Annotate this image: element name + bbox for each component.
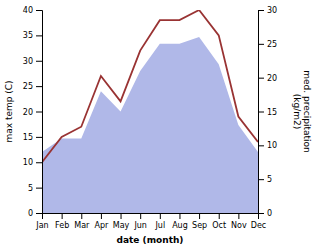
tick-label: Oct (212, 221, 226, 230)
tick-mark (62, 213, 63, 219)
tick: 15 (23, 133, 42, 142)
tick-label: 0 (267, 209, 272, 218)
tick: 30 (258, 6, 277, 15)
tick-label: Sep (192, 221, 207, 230)
temperature-line (42, 10, 258, 162)
marks (42, 10, 258, 213)
tick-mark (36, 112, 42, 113)
tick-mark (101, 213, 102, 219)
tick: Oct (212, 213, 226, 230)
tick: 25 (258, 40, 277, 49)
tick-mark (179, 213, 180, 219)
tick-mark (36, 162, 42, 163)
tick-label: 10 (23, 158, 33, 167)
y2-axis-title-line: med. precipitation (302, 70, 312, 152)
tick: 25 (23, 82, 42, 91)
tick-label: 5 (267, 175, 272, 184)
tick: Jan (35, 213, 48, 230)
axis-line (36, 11, 43, 214)
y2-axis-title-line: (kg/m2) (292, 94, 302, 129)
tick-mark (36, 61, 42, 62)
tick: 10 (23, 158, 42, 167)
tick-label: 35 (23, 31, 33, 40)
tick-mark (238, 213, 239, 219)
axis-line (43, 214, 259, 220)
tick-mark (219, 213, 220, 219)
tick-label: 20 (23, 108, 33, 117)
tick-label: 40 (23, 6, 33, 15)
tick: Jun (133, 213, 147, 230)
tick-label: 20 (267, 74, 277, 83)
tick: Aug (172, 213, 188, 230)
tick-label: 30 (267, 6, 277, 15)
tick-mark (36, 86, 42, 87)
x-axis-title: date (month) (117, 235, 184, 245)
tick-mark (121, 213, 122, 219)
tick-mark (258, 78, 264, 79)
tick-mark (36, 137, 42, 138)
tick: 30 (23, 57, 42, 66)
tick-mark (160, 213, 161, 219)
tick: 5 (28, 184, 42, 193)
tick-mark (36, 213, 42, 214)
tick-mark (258, 145, 264, 146)
tick: Mar (74, 213, 90, 230)
tick: Dec (251, 213, 266, 230)
chart: JanFebMarAprMayJunJulAugSepOctNovDec0510… (0, 0, 318, 249)
tick-label: 30 (23, 57, 33, 66)
tick: 0 (28, 209, 42, 218)
tick: 5 (258, 175, 272, 184)
tick-mark (140, 213, 141, 219)
tick: 15 (258, 108, 277, 117)
x-axis: Jan Feb Mar Apr MayJun Jul Aug Sep Oct Nov Dec (35, 213, 266, 230)
tick-label: Apr (94, 221, 109, 230)
tick: Nov (231, 213, 247, 230)
tick: May (113, 213, 130, 230)
tick-mark (36, 188, 42, 189)
y2-axis: 0 5 10 15 20 25 30 (258, 6, 277, 218)
tick-label: 15 (267, 108, 277, 117)
tick-label: 25 (23, 82, 33, 91)
tick-label: Jul (154, 221, 165, 230)
y2-axis-title: med. precipitation(kg/m2) (292, 70, 312, 152)
tick: Sep (192, 213, 207, 230)
tick-mark (258, 44, 264, 45)
tick-mark (81, 213, 82, 219)
tick-label: Nov (231, 221, 247, 230)
axis-line (259, 11, 265, 214)
tick-mark (36, 35, 42, 36)
tick-label: Jun (133, 221, 147, 230)
tick-label: 15 (23, 133, 33, 142)
tick-label: 5 (28, 184, 33, 193)
tick-label: 0 (28, 209, 33, 218)
tick-mark (258, 213, 264, 214)
plot: JanFebMarAprMayJunJulAugSepOctNovDec0510… (4, 6, 312, 245)
tick: Jul (154, 213, 165, 230)
tick: 20 (258, 74, 277, 83)
tick-label: Jan (35, 221, 48, 230)
tick-mark (258, 112, 264, 113)
tick-mark (258, 179, 264, 180)
tick-label: Mar (74, 221, 90, 230)
tick-label: Feb (55, 221, 69, 230)
tick: 0 (258, 209, 272, 218)
tick-mark (258, 10, 264, 11)
y-axis: 0 5 10 15 20 25 30 35 40 (23, 6, 43, 218)
tick: 35 (23, 31, 42, 40)
tick: 20 (23, 108, 42, 117)
tick: 40 (23, 6, 42, 15)
tick: Apr (94, 213, 109, 230)
tick-label: Aug (172, 221, 188, 230)
tick-label: 10 (267, 141, 277, 150)
tick-mark (199, 213, 200, 219)
tick-mark (36, 10, 42, 11)
tick: Feb (55, 213, 69, 230)
tick-label: Dec (251, 221, 266, 230)
y-axis-title: max temp (C) (4, 80, 14, 142)
tick-label: 25 (267, 40, 277, 49)
tick: 10 (258, 141, 277, 150)
tick-label: May (113, 221, 130, 230)
